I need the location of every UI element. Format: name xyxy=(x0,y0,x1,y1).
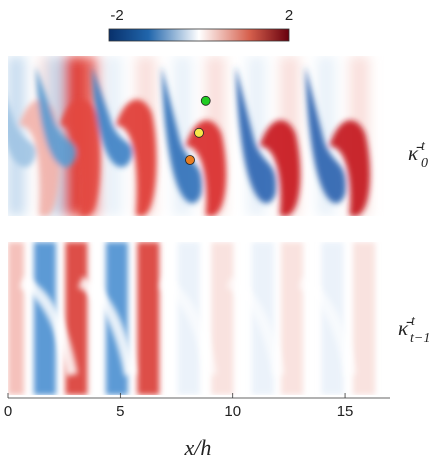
wave-crest-red xyxy=(115,99,157,216)
row-label-top-sub: 0 xyxy=(421,156,428,171)
colorbar-gradient xyxy=(108,28,290,42)
colorbar: -2 2 xyxy=(108,7,293,42)
x-tick-label-0: 0 xyxy=(4,403,12,420)
panel-top-markers xyxy=(185,95,211,165)
panel-top-waves xyxy=(8,66,370,216)
stripe-red xyxy=(137,242,160,395)
x-tick-label-15: 15 xyxy=(337,403,354,420)
wave-trough-blue xyxy=(235,66,277,204)
diagonal-arc xyxy=(158,276,218,377)
panel-bottom xyxy=(8,242,390,395)
panel-top xyxy=(8,56,390,216)
wave-crest-red xyxy=(59,99,101,216)
wave-crest-red xyxy=(185,120,227,216)
marker-2 xyxy=(185,155,195,165)
diagonal-arc xyxy=(225,276,285,377)
wave-trough-blue xyxy=(8,102,36,168)
row-label-bottom: κ̄ t t−1 xyxy=(398,314,430,346)
stripe-red-edge xyxy=(8,242,24,395)
wave-crest-red xyxy=(329,120,370,216)
row-label-bottom-sup: t xyxy=(411,314,416,329)
x-tick-label-10: 10 xyxy=(224,403,241,420)
colorbar-min-label: -2 xyxy=(110,7,123,24)
marker-1 xyxy=(194,127,204,138)
colorbar-max-label: 2 xyxy=(285,7,293,24)
wave-trough-blue xyxy=(35,66,77,168)
diagonal-arc xyxy=(297,276,357,377)
stripe-red xyxy=(281,242,304,395)
wave-trough-blue xyxy=(91,66,133,168)
x-tick-label-5: 5 xyxy=(116,403,124,420)
marker-0 xyxy=(200,95,211,106)
x-axis-title: x/h xyxy=(184,435,212,460)
wave-crest-red xyxy=(259,120,301,216)
x-axis: 0 5 10 15 xyxy=(4,393,390,420)
wave-trough-blue xyxy=(161,66,203,204)
panel-bottom-arcs xyxy=(19,276,357,377)
wave-trough-blue xyxy=(305,66,346,204)
stripe-red xyxy=(353,242,376,395)
diagonal-arc xyxy=(77,276,137,377)
row-label-top-sup: t xyxy=(421,139,426,154)
stripe-red xyxy=(211,242,234,395)
row-label-top: κ̄ t 0 xyxy=(408,139,428,171)
diagonal-arc xyxy=(19,276,78,377)
stripe-blue xyxy=(33,242,56,395)
row-label-bottom-sub: t−1 xyxy=(410,331,430,346)
